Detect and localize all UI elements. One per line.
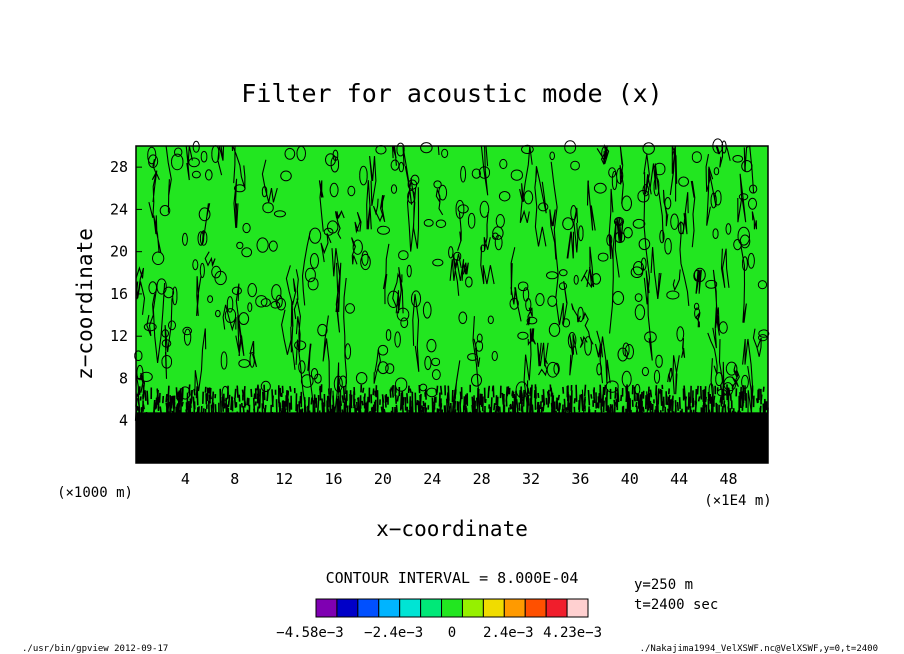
x-axis-ticks: 4 8 12 16 20 24 28 32 36 40 44 48 xyxy=(181,457,738,488)
colorbar-swatch xyxy=(357,598,380,618)
x-unit-left: (×1000 m) xyxy=(57,485,133,501)
colorbar-label: 2.4e−3 xyxy=(483,625,534,641)
colorbar-swatch xyxy=(399,598,422,618)
colorbar-swatch xyxy=(461,598,484,618)
x-tick-label: 20 xyxy=(374,470,392,488)
colorbar-swatch xyxy=(420,598,443,618)
x-tick-label: 36 xyxy=(571,470,589,488)
y-axis-label: z−coordinate xyxy=(73,228,97,380)
colorbar-label: 0 xyxy=(448,625,456,641)
colorbar-swatch xyxy=(315,598,338,618)
y-tick-label: 24 xyxy=(110,200,128,218)
y-tick-label: 20 xyxy=(110,243,128,261)
colorbar-swatch xyxy=(336,598,359,618)
x-tick-label: 28 xyxy=(473,470,491,488)
x-tick-label: 12 xyxy=(275,470,293,488)
colorbar-swatch xyxy=(524,598,547,618)
x-axis-label: x−coordinate xyxy=(376,517,528,541)
colorbar-label: −4.58e−3 xyxy=(276,625,343,641)
footer-right: ./Nakajima1994_VelXSWF.nc@VelXSWF,y=0,t=… xyxy=(640,644,878,654)
colorbar-swatch xyxy=(441,598,463,618)
plot-area xyxy=(134,138,770,464)
x-tick-label: 16 xyxy=(324,470,342,488)
x-tick-label: 8 xyxy=(230,470,239,488)
colorbar-labels: −4.58e−3 −2.4e−3 0 2.4e−3 4.23e−3 xyxy=(276,625,602,641)
t-value-annotation: t=2400 sec xyxy=(634,597,718,613)
colorbar-label: 4.23e−3 xyxy=(543,625,602,641)
x-unit-right: (×1E4 m) xyxy=(704,493,771,509)
y-tick-label: 16 xyxy=(110,285,128,303)
colorbar-swatch xyxy=(566,598,589,618)
colorbar-swatch xyxy=(545,598,568,618)
dense-band-noise xyxy=(134,384,769,432)
x-tick-label: 4 xyxy=(181,470,190,488)
colorbar xyxy=(315,598,589,618)
chart-title: Filter for acoustic mode (x) xyxy=(241,79,662,108)
footer-left: ./usr/bin/gpview 2012-09-17 xyxy=(22,644,168,654)
x-tick-label: 40 xyxy=(621,470,639,488)
y-axis-ticks: 4 8 12 16 20 24 28 xyxy=(110,158,142,430)
x-tick-label: 48 xyxy=(719,470,737,488)
x-tick-label: 44 xyxy=(670,470,688,488)
x-tick-label: 24 xyxy=(423,470,441,488)
contour-path xyxy=(135,144,762,464)
y-tick-label: 28 xyxy=(110,158,128,176)
y-tick-label: 4 xyxy=(119,412,128,430)
contour-lines xyxy=(134,138,770,464)
contour-interval-label: CONTOUR INTERVAL = 8.000E-04 xyxy=(326,569,579,587)
colorbar-swatch xyxy=(378,598,401,618)
y-tick-label: 8 xyxy=(119,369,128,387)
contour-ovals xyxy=(134,138,770,402)
y-value-annotation: y=250 m xyxy=(634,577,693,593)
plot-frame xyxy=(135,145,769,464)
colorbar-label: −2.4e−3 xyxy=(364,625,423,641)
colorbar-swatch xyxy=(482,598,505,618)
x-tick-label: 32 xyxy=(522,470,540,488)
y-tick-label: 12 xyxy=(110,327,128,345)
colorbar-swatch xyxy=(503,598,526,618)
